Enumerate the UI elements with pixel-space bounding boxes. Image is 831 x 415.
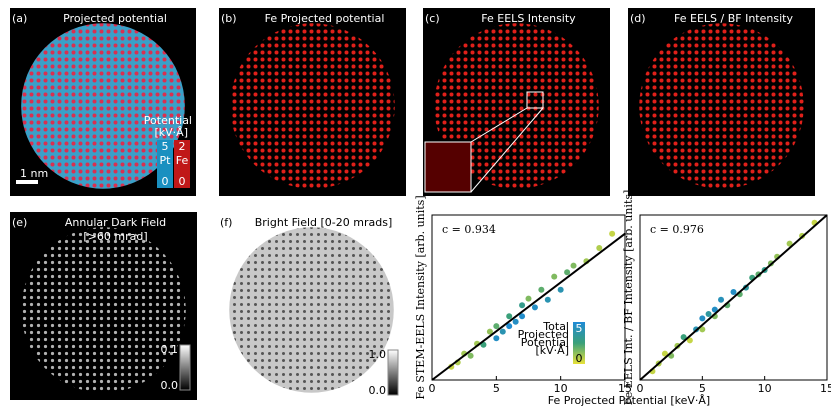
x-tick-label: 15 — [618, 382, 632, 395]
fe-name: Fe — [176, 154, 189, 167]
specimen — [21, 23, 185, 189]
panel-title: Projected potential — [63, 12, 167, 25]
panel-label: (c) — [425, 12, 440, 25]
specimen — [229, 227, 394, 393]
point — [557, 286, 564, 293]
pt-min: 0 — [162, 175, 169, 188]
panel-label: (b) — [221, 12, 237, 25]
pt-name: Pt — [160, 154, 172, 167]
point — [711, 306, 718, 313]
point — [730, 289, 737, 295]
point — [686, 337, 693, 344]
colorbar-title: [kV·Å] — [536, 344, 570, 357]
annotation: c = 0.976 — [650, 223, 704, 236]
point — [609, 230, 616, 237]
fit-line — [431, 232, 626, 381]
x-tick-label: 10 — [758, 382, 772, 395]
point — [525, 295, 532, 302]
point — [506, 323, 513, 330]
panel-label: (e) — [12, 216, 27, 229]
zoom-line — [470, 107, 528, 143]
annotation: c = 0.934 — [442, 223, 496, 236]
point — [596, 245, 603, 251]
x-axis-label: Fe Projected Potential [keV·Å] — [548, 394, 710, 407]
point — [699, 315, 706, 322]
colorbar-title: Projected — [518, 328, 569, 341]
point — [467, 352, 474, 359]
panel-title: Fe Projected potential — [265, 12, 385, 25]
legend-title: Potential — [144, 114, 192, 127]
pt-colorbar — [157, 140, 173, 188]
panel-title: Annular Dark Field — [65, 216, 166, 229]
panel-title: Fe EELS Intensity — [481, 12, 576, 25]
zoom-box — [526, 91, 544, 109]
pt-max: 5 — [162, 140, 169, 153]
point — [661, 350, 668, 357]
colorbar — [573, 322, 585, 364]
specimen — [434, 23, 599, 189]
x-tick-label: 0 — [429, 382, 436, 395]
x-tick-label: 5 — [493, 382, 500, 395]
colorbar-min: 0.0 — [161, 379, 179, 392]
point — [538, 286, 545, 293]
specimen — [639, 23, 804, 189]
point — [718, 296, 725, 303]
point — [699, 326, 706, 333]
zoom-line — [470, 107, 544, 193]
colorbar-title: Total — [542, 320, 569, 333]
colorbar-min: 0.0 — [369, 384, 387, 397]
panel-subtitle: [>60 mrad] — [83, 230, 147, 243]
fe-min: 0 — [179, 175, 186, 188]
point — [564, 269, 571, 276]
colorbar-max: 5 — [576, 322, 583, 335]
point — [705, 311, 712, 317]
panel-label: (d) — [630, 12, 646, 25]
colorbar — [387, 349, 399, 396]
colorbar-max: 0.1 — [161, 343, 179, 356]
point — [519, 313, 526, 320]
point — [786, 240, 793, 247]
x-tick-label: 10 — [554, 382, 568, 395]
specimen — [21, 227, 186, 393]
colorbar-min: 0 — [576, 352, 583, 365]
point — [531, 304, 538, 311]
panel-label: (f) — [220, 216, 232, 229]
panel-title: Bright Field [0-20 mrads] — [255, 216, 393, 229]
point — [551, 273, 558, 280]
specimen — [230, 23, 395, 189]
point — [499, 328, 506, 335]
y-axis-label: Fe EELS Int. / BF Intensity [arb. units] — [622, 190, 635, 406]
y-axis-label: Fe STEM-EELS Intensity [arb. units] — [414, 195, 427, 399]
colorbar-title: Potential — [521, 336, 569, 349]
point — [519, 302, 526, 309]
point — [680, 334, 687, 341]
point — [493, 323, 500, 330]
colorbar-max: 1.0 — [369, 348, 387, 361]
point — [570, 262, 577, 269]
panel-label: (a) — [12, 12, 27, 25]
fe-colorbar — [174, 140, 190, 188]
scalebar-label: 1 nm — [20, 167, 48, 180]
x-tick-label: 0 — [637, 382, 644, 395]
x-tick-label: 5 — [699, 382, 706, 395]
point — [544, 296, 551, 303]
panel-title: Fe EELS / BF Intensity — [674, 12, 793, 25]
colorbar — [179, 344, 191, 391]
inset — [424, 141, 472, 193]
fit-line — [639, 214, 828, 381]
point — [506, 313, 513, 320]
point — [493, 335, 500, 342]
scalebar — [16, 180, 38, 184]
legend-unit: [kV·Å] — [155, 126, 189, 139]
x-tick-label: 15 — [820, 382, 831, 395]
point — [486, 328, 493, 335]
point — [512, 318, 519, 325]
fe-max: 2 — [179, 140, 186, 153]
